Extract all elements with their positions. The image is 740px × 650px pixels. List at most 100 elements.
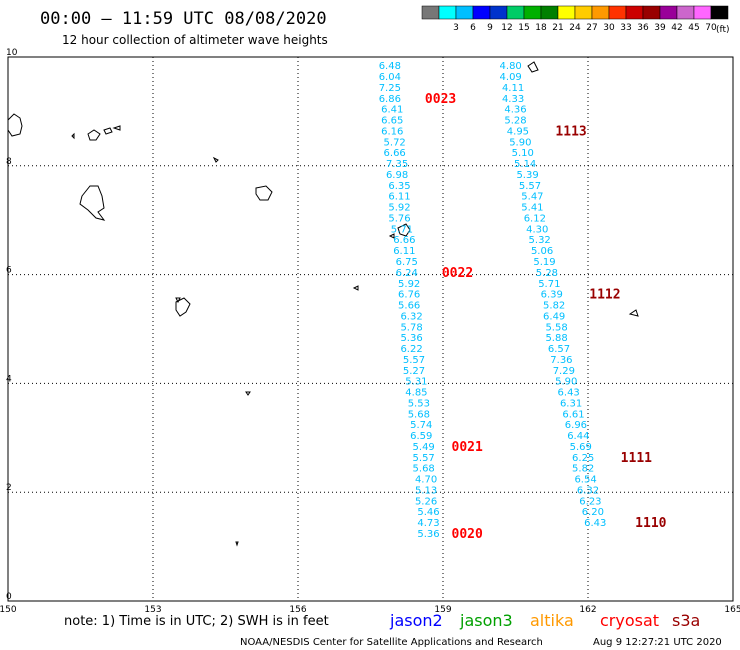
wave-height-value: 5.57	[403, 355, 425, 366]
x-tick-label: 162	[579, 605, 596, 615]
wave-height-value: 6.32	[400, 311, 422, 322]
wave-height-value: 5.82	[543, 301, 565, 312]
wave-height-value: 4.30	[526, 224, 548, 235]
island-outline	[175, 297, 181, 304]
x-tick-label: 165	[724, 605, 740, 615]
x-tick-label: 159	[434, 605, 451, 615]
legend-label: 33	[620, 23, 631, 33]
wave-height-value: 4.09	[500, 72, 522, 83]
pass-time-label: 1112	[589, 288, 620, 303]
wave-height-value: 6.35	[388, 181, 410, 192]
island-outline	[212, 156, 219, 163]
wave-height-value: 7.29	[553, 366, 575, 377]
wave-height-value: 6.43	[584, 518, 606, 529]
wave-height-value: 6.61	[562, 409, 584, 420]
plot-frame: 150 153 156 159 162 165 0 2 4 6 8 10	[0, 48, 740, 615]
wave-height-value: 6.41	[381, 105, 403, 116]
map-title: 00:00 – 11:59 UTC 08/08/2020	[40, 9, 327, 29]
legend-swatch	[438, 5, 457, 20]
wave-height-value: 5.39	[516, 170, 538, 181]
wave-height-value: 6.12	[524, 213, 546, 224]
pass-time-label: 0020	[452, 527, 483, 542]
footer-note: note: 1) Time is in UTC; 2) SWH is in fe…	[64, 614, 329, 629]
legend-swatch	[642, 5, 661, 20]
island-outline	[235, 541, 239, 547]
wave-height-value: 5.28	[504, 116, 526, 127]
legend-label: 15	[518, 23, 529, 33]
wave-height-value: 6.32	[577, 485, 599, 496]
island-outline	[79, 185, 106, 221]
wave-height-value: 6.24	[396, 268, 418, 279]
legend-swatch	[540, 5, 559, 20]
wave-height-value: 6.44	[567, 431, 589, 442]
wave-height-value: 6.31	[560, 398, 582, 409]
wave-height-value: 5.68	[413, 464, 435, 475]
wave-height-value: 6.11	[388, 192, 410, 203]
wave-height-value: 5.46	[417, 507, 439, 518]
wave-height-value: 5.74	[410, 420, 432, 431]
legend-label: 70	[705, 23, 717, 33]
wave-height-value: 5.13	[415, 485, 437, 496]
wave-height-value: 4.80	[500, 61, 522, 72]
island-outline	[87, 129, 101, 141]
coastlines	[7, 61, 639, 547]
island-outline	[245, 391, 251, 396]
legend-swatch	[472, 5, 491, 20]
wave-height-value: 6.96	[565, 420, 587, 431]
pass-time-label: 0022	[442, 266, 473, 281]
wave-height-value: 5.27	[403, 366, 425, 377]
wave-height-value: 6.98	[386, 170, 408, 181]
legend-label: 18	[535, 23, 547, 33]
wave-height-value: 5.58	[545, 322, 567, 333]
legend-label: 21	[552, 23, 563, 33]
wave-height-value: 7.35	[386, 159, 408, 170]
island-outline	[175, 297, 191, 317]
island-outline	[103, 127, 113, 135]
wave-height-value: 5.92	[398, 279, 420, 290]
wave-height-value: 4.33	[502, 94, 524, 105]
wave-height-value: 6.22	[400, 344, 422, 355]
legend-label: 3	[453, 23, 459, 33]
map-subtitle: 12 hour collection of altimeter wave hei…	[62, 33, 328, 47]
wave-height-value: 6.20	[582, 507, 604, 518]
wave-height-value: 6.65	[381, 116, 403, 127]
wave-height-value: 4.36	[504, 105, 526, 116]
satellite-name: cryosat	[600, 611, 659, 630]
wave-height-value: 5.32	[529, 235, 551, 246]
wave-height-value: 5.14	[514, 159, 536, 170]
wave-height-value: 7.36	[550, 355, 572, 366]
wave-height-value: 6.57	[548, 344, 570, 355]
legend-swatch	[557, 5, 576, 20]
wave-height-value: 5.28	[536, 268, 558, 279]
legend-swatch	[421, 5, 440, 20]
legend-swatch	[659, 5, 678, 20]
wave-height-value: 6.39	[541, 290, 563, 301]
legend-swatch	[455, 5, 474, 20]
island-outline	[352, 285, 359, 291]
legend-label: 39	[654, 23, 666, 33]
legend-label: 6	[470, 23, 476, 33]
wave-height-value: 5.36	[400, 333, 422, 344]
y-tick-label: 2	[6, 483, 12, 493]
island-outline	[7, 113, 23, 137]
legend-swatch	[506, 5, 525, 20]
wave-height-value: 5.31	[405, 377, 427, 388]
wave-height-value: 5.19	[533, 257, 555, 268]
island-outline	[397, 223, 411, 237]
color-scale-legend: 3 6 9 12 15 18 21 24 27 30 33 36 39 42 45 70	[421, 5, 729, 33]
pass-time-label: 1110	[635, 516, 666, 531]
wave-height-value: 4.70	[415, 475, 437, 486]
wave-height-value: 6.16	[381, 126, 403, 137]
pass-time-label: 0023	[425, 92, 456, 107]
wave-height-value: 5.36	[417, 529, 439, 540]
wave-height-value: 5.82	[572, 464, 594, 475]
legend-label: 27	[586, 23, 597, 33]
wave-height-value: 6.75	[396, 257, 418, 268]
wave-height-value: 6.04	[379, 72, 401, 83]
wave-height-value: 5.06	[531, 246, 553, 257]
legend-unit: (ft)	[716, 25, 730, 35]
satellite-name: altika	[530, 611, 574, 630]
wave-height-value: 5.71	[391, 224, 413, 235]
wave-height-value: 5.69	[570, 442, 592, 453]
wave-height-value: 5.53	[408, 398, 430, 409]
